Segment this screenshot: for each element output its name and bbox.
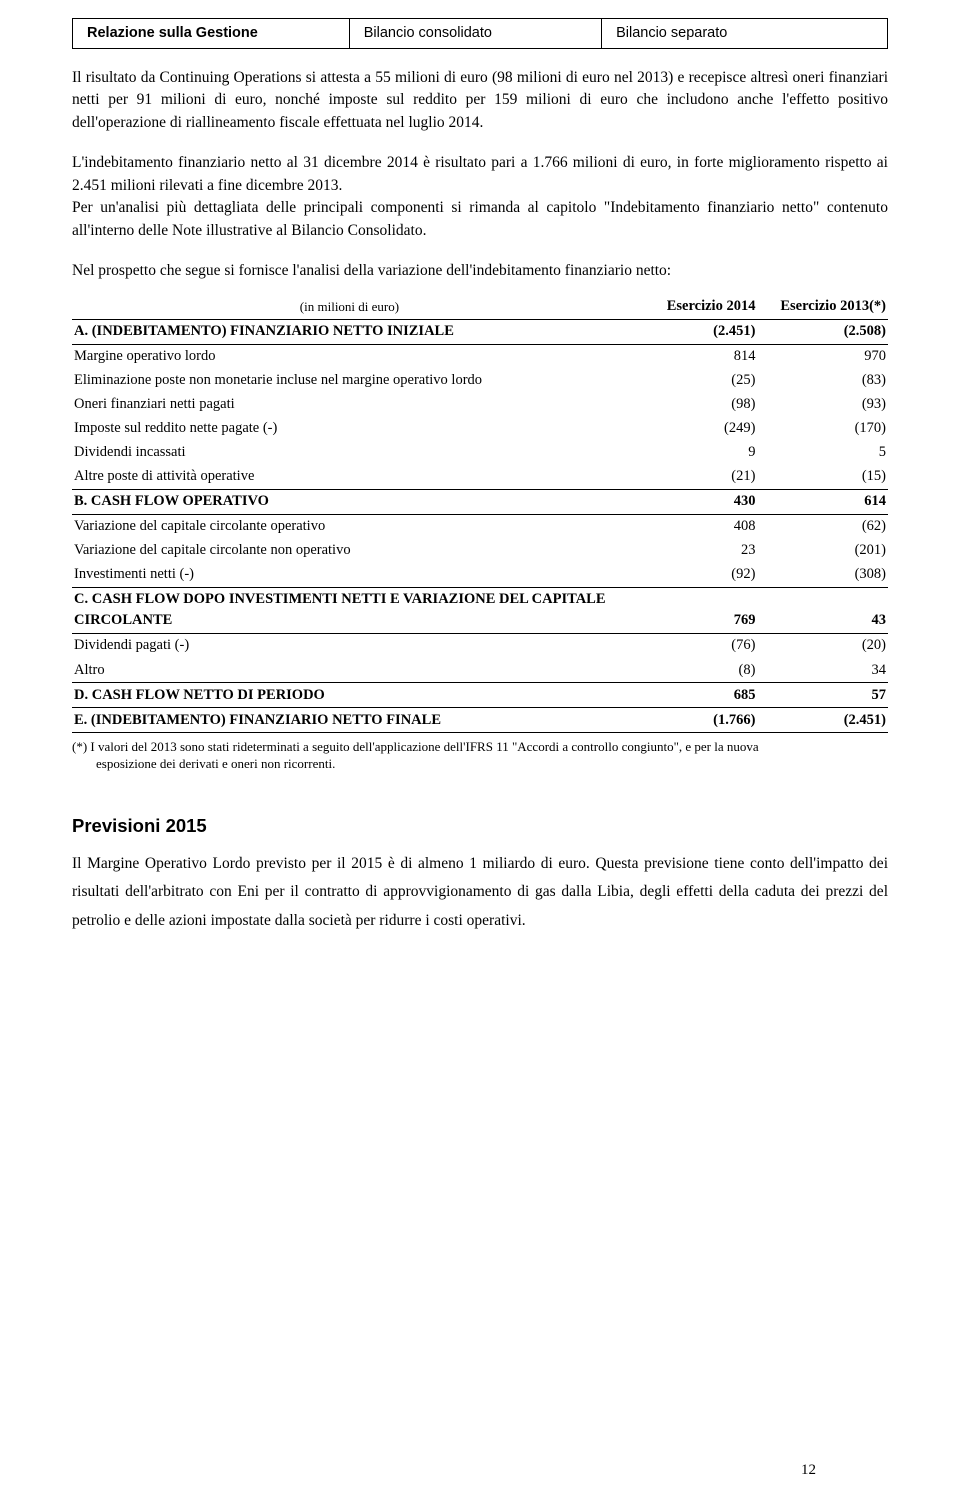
table-row: Altre poste di attività operative(21)(15… [72, 465, 888, 490]
row-label: Variazione del capitale circolante non o… [72, 539, 627, 563]
table-footnote: (*) I valori del 2013 sono stati rideter… [72, 739, 888, 773]
table-row: D. CASH FLOW NETTO DI PERIODO68557 [72, 683, 888, 708]
row-label: C. CASH FLOW DOPO INVESTIMENTI NETTI E V… [72, 587, 627, 633]
header-tabs: Relazione sulla Gestione Bilancio consol… [72, 18, 888, 49]
row-value-2013: (83) [757, 369, 888, 393]
row-label: Variazione del capitale circolante opera… [72, 514, 627, 539]
row-value-2014: 769 [627, 587, 758, 633]
footnote-line1: (*) I valori del 2013 sono stati rideter… [72, 739, 759, 754]
row-value-2014: (2.451) [627, 319, 758, 344]
row-label: Oneri finanziari netti pagati [72, 393, 627, 417]
row-value-2014: (76) [627, 633, 758, 658]
table-row: Eliminazione poste non monetarie incluse… [72, 369, 888, 393]
section-title-previsioni: Previsioni 2015 [72, 813, 888, 840]
row-value-2013: (15) [757, 465, 888, 490]
page-number: 12 [801, 1460, 816, 1482]
row-value-2014: (1.766) [627, 708, 758, 733]
row-value-2013: (93) [757, 393, 888, 417]
row-label: Imposte sul reddito nette pagate (-) [72, 417, 627, 441]
row-label: E. (INDEBITAMENTO) FINANZIARIO NETTO FIN… [72, 708, 627, 733]
row-label: Dividendi incassati [72, 441, 627, 465]
row-value-2013: 57 [757, 683, 888, 708]
paragraph-1: Il risultato da Continuing Operations si… [72, 67, 888, 134]
table-header-col1: Esercizio 2014 [627, 295, 758, 320]
row-value-2014: 408 [627, 514, 758, 539]
table-row: Imposte sul reddito nette pagate (-)(249… [72, 417, 888, 441]
row-label: Dividendi pagati (-) [72, 633, 627, 658]
table-row: B. CASH FLOW OPERATIVO430614 [72, 489, 888, 514]
row-label: Eliminazione poste non monetarie incluse… [72, 369, 627, 393]
table-row: Oneri finanziari netti pagati(98)(93) [72, 393, 888, 417]
table-intro: Nel prospetto che segue si fornisce l'an… [72, 260, 888, 282]
row-label: B. CASH FLOW OPERATIVO [72, 489, 627, 514]
tab-consolidato[interactable]: Bilancio consolidato [350, 19, 602, 48]
row-value-2014: 23 [627, 539, 758, 563]
table-row: Dividendi incassati95 [72, 441, 888, 465]
row-value-2014: (21) [627, 465, 758, 490]
table-row: E. (INDEBITAMENTO) FINANZIARIO NETTO FIN… [72, 708, 888, 733]
table-row: Margine operativo lordo814970 [72, 344, 888, 369]
para3-text: Per un'analisi più dettagliata delle pri… [72, 199, 888, 238]
para2-text: L'indebitamento finanziario netto al 31 … [72, 154, 888, 193]
row-value-2013: (170) [757, 417, 888, 441]
row-value-2014: 9 [627, 441, 758, 465]
row-value-2013: 614 [757, 489, 888, 514]
row-value-2013: (2.508) [757, 319, 888, 344]
row-value-2014: 430 [627, 489, 758, 514]
paragraph-2: L'indebitamento finanziario netto al 31 … [72, 152, 888, 242]
row-value-2014: 685 [627, 683, 758, 708]
row-value-2013: (201) [757, 539, 888, 563]
row-label: D. CASH FLOW NETTO DI PERIODO [72, 683, 627, 708]
table-row: Variazione del capitale circolante non o… [72, 539, 888, 563]
row-label: Altre poste di attività operative [72, 465, 627, 490]
footnote-line2: esposizione dei derivati e oneri non ric… [72, 756, 335, 771]
row-value-2014: (8) [627, 658, 758, 683]
row-label: A. (INDEBITAMENTO) FINANZIARIO NETTO INI… [72, 319, 627, 344]
table-row: C. CASH FLOW DOPO INVESTIMENTI NETTI E V… [72, 587, 888, 633]
row-value-2013: 43 [757, 587, 888, 633]
tab-relazione[interactable]: Relazione sulla Gestione [73, 19, 350, 48]
row-label: Margine operativo lordo [72, 344, 627, 369]
table-header-col2: Esercizio 2013(*) [757, 295, 888, 320]
cashflow-table: (in milioni di euro) Esercizio 2014 Eser… [72, 295, 888, 733]
row-value-2014: (98) [627, 393, 758, 417]
table-row: Altro(8)34 [72, 658, 888, 683]
row-value-2013: 5 [757, 441, 888, 465]
tab-separato[interactable]: Bilancio separato [602, 19, 887, 48]
forecast-paragraph: Il Margine Operativo Lordo previsto per … [72, 850, 888, 936]
row-value-2013: (308) [757, 563, 888, 588]
row-value-2014: (249) [627, 417, 758, 441]
row-value-2014: (92) [627, 563, 758, 588]
row-value-2013: 34 [757, 658, 888, 683]
row-value-2013: (2.451) [757, 708, 888, 733]
row-value-2013: 970 [757, 344, 888, 369]
table-row: Investimenti netti (-)(92)(308) [72, 563, 888, 588]
table-header-label: (in milioni di euro) [72, 295, 627, 320]
table-row: Dividendi pagati (-)(76)(20) [72, 633, 888, 658]
row-label: Investimenti netti (-) [72, 563, 627, 588]
row-value-2013: (62) [757, 514, 888, 539]
row-value-2014: 814 [627, 344, 758, 369]
row-value-2014: (25) [627, 369, 758, 393]
table-row: Variazione del capitale circolante opera… [72, 514, 888, 539]
row-label: Altro [72, 658, 627, 683]
row-value-2013: (20) [757, 633, 888, 658]
table-row: A. (INDEBITAMENTO) FINANZIARIO NETTO INI… [72, 319, 888, 344]
